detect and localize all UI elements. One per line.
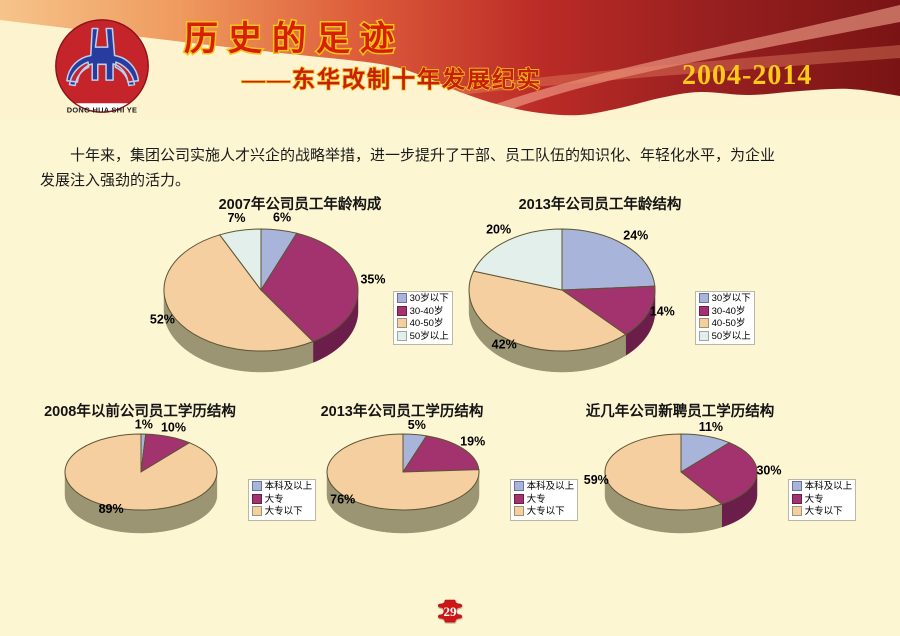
- svg-text:6%: 6%: [273, 211, 291, 225]
- svg-text:11%: 11%: [699, 420, 723, 434]
- svg-text:59%: 59%: [584, 473, 609, 487]
- svg-text:35%: 35%: [360, 273, 385, 287]
- svg-text:20%: 20%: [486, 223, 511, 237]
- svg-text:29: 29: [444, 604, 458, 619]
- svg-text:5%: 5%: [408, 418, 426, 432]
- svg-text:42%: 42%: [492, 338, 517, 352]
- svg-text:14%: 14%: [650, 305, 675, 319]
- svg-text:76%: 76%: [330, 493, 355, 507]
- svg-text:1%: 1%: [135, 418, 153, 432]
- svg-text:52%: 52%: [150, 313, 175, 327]
- svg-text:7%: 7%: [227, 211, 245, 225]
- svg-text:30%: 30%: [756, 464, 781, 478]
- svg-text:24%: 24%: [623, 228, 648, 242]
- svg-text:10%: 10%: [161, 421, 186, 435]
- svg-text:89%: 89%: [99, 502, 124, 516]
- svg-text:19%: 19%: [460, 434, 485, 448]
